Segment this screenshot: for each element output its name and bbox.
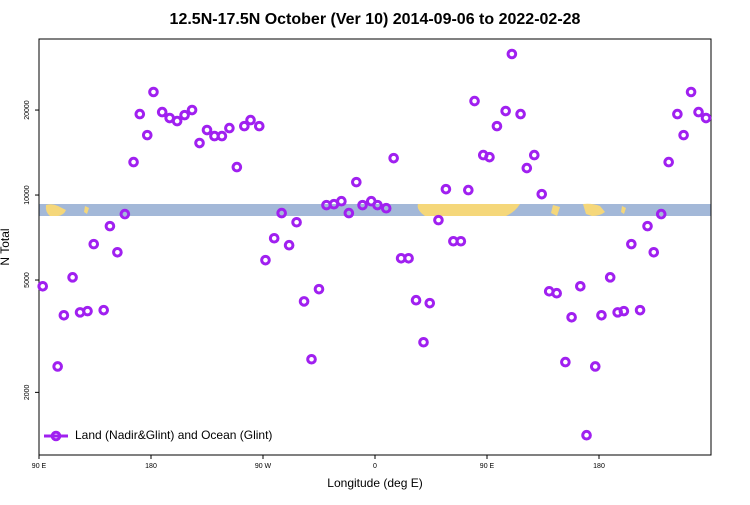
point bbox=[604, 272, 616, 283]
point bbox=[581, 429, 592, 441]
point bbox=[380, 202, 392, 214]
point bbox=[98, 304, 110, 316]
point bbox=[343, 207, 355, 219]
y-tick-label: 10000 bbox=[24, 185, 31, 205]
x-tick-label: 180 bbox=[593, 463, 605, 470]
legend-marker bbox=[50, 430, 62, 442]
point bbox=[216, 130, 228, 142]
legend-label: Land (Nadir&Glint) and Ocean (Glint) bbox=[75, 428, 272, 442]
point bbox=[560, 356, 571, 368]
point bbox=[268, 232, 280, 244]
x-tick-label: 0 bbox=[373, 463, 377, 470]
point bbox=[528, 149, 540, 161]
y-tick-label: 20000 bbox=[24, 100, 31, 120]
x-tick-label: 90 W bbox=[255, 463, 272, 470]
point bbox=[672, 108, 683, 120]
point bbox=[693, 106, 704, 118]
point bbox=[239, 120, 250, 132]
point bbox=[186, 104, 198, 116]
point bbox=[618, 305, 630, 317]
point bbox=[596, 309, 607, 321]
point bbox=[388, 152, 399, 164]
point bbox=[455, 235, 467, 247]
point bbox=[351, 176, 362, 188]
point bbox=[291, 216, 302, 228]
point bbox=[403, 252, 414, 264]
point bbox=[201, 124, 213, 136]
point bbox=[134, 108, 146, 120]
point bbox=[663, 156, 674, 168]
x-tick-label: 180 bbox=[145, 463, 157, 470]
point bbox=[700, 112, 712, 124]
point bbox=[245, 114, 256, 126]
point bbox=[589, 361, 601, 372]
point bbox=[58, 309, 70, 321]
point bbox=[678, 129, 689, 141]
point bbox=[276, 207, 287, 219]
point bbox=[82, 305, 93, 317]
point bbox=[112, 246, 123, 258]
point bbox=[484, 151, 495, 163]
point bbox=[566, 311, 577, 323]
point bbox=[515, 108, 526, 120]
point bbox=[88, 238, 100, 250]
x-tick-label: 90 E bbox=[32, 463, 47, 470]
point bbox=[491, 120, 503, 132]
point bbox=[469, 95, 480, 107]
point bbox=[306, 353, 317, 365]
point bbox=[37, 281, 49, 292]
point bbox=[253, 120, 265, 132]
point bbox=[194, 137, 205, 149]
point bbox=[440, 183, 452, 195]
point bbox=[224, 122, 235, 134]
point bbox=[685, 86, 697, 98]
point bbox=[463, 184, 474, 196]
point bbox=[104, 220, 116, 232]
point bbox=[551, 287, 562, 299]
point bbox=[410, 294, 422, 306]
point bbox=[52, 361, 63, 372]
chart-title: 12.5N-17.5N October (Ver 10) 2014-09-06 … bbox=[170, 11, 581, 28]
point bbox=[148, 86, 159, 98]
point bbox=[336, 195, 347, 207]
point bbox=[171, 115, 183, 127]
point bbox=[626, 238, 637, 250]
point bbox=[372, 199, 383, 211]
y-axis-label: N Total bbox=[0, 228, 12, 265]
point bbox=[298, 296, 310, 307]
point bbox=[128, 156, 139, 168]
point bbox=[357, 199, 368, 211]
point bbox=[119, 208, 131, 220]
point bbox=[655, 208, 667, 220]
point bbox=[418, 336, 429, 348]
point bbox=[500, 105, 511, 117]
point bbox=[506, 48, 518, 60]
point bbox=[67, 272, 78, 283]
x-axis-label: Longitude (deg E) bbox=[327, 476, 422, 490]
y-tick-label: 5000 bbox=[24, 272, 31, 288]
point bbox=[313, 283, 325, 295]
point bbox=[648, 246, 660, 258]
y-tick-label: 2000 bbox=[24, 384, 31, 400]
point bbox=[634, 304, 646, 316]
point bbox=[156, 106, 168, 118]
point bbox=[141, 129, 153, 141]
point bbox=[536, 188, 548, 200]
map-band bbox=[39, 203, 711, 216]
point bbox=[283, 239, 295, 251]
point bbox=[521, 162, 533, 174]
point bbox=[260, 254, 271, 266]
point bbox=[433, 214, 444, 226]
point bbox=[424, 297, 436, 309]
point bbox=[575, 281, 586, 292]
x-tick-label: 90 E bbox=[480, 463, 495, 470]
point bbox=[179, 109, 190, 121]
point bbox=[642, 220, 653, 232]
point bbox=[231, 161, 243, 173]
